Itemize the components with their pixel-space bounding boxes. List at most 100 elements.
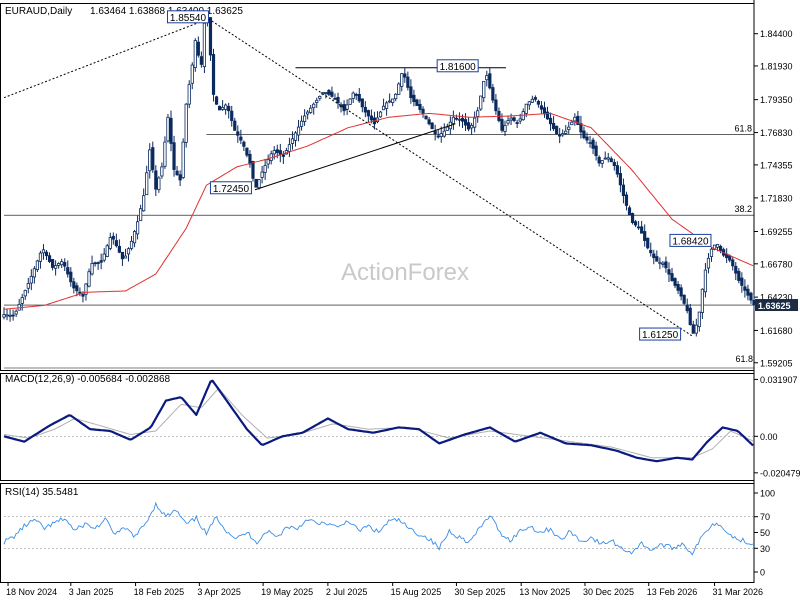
candle-body [545, 111, 550, 120]
candle-body [309, 107, 313, 113]
annotation-text: 1.85540 [170, 13, 207, 24]
candle-body [245, 147, 249, 156]
candle-body [433, 130, 437, 135]
candle-body [400, 73, 404, 87]
rsi-y-tick-label: 100 [760, 489, 775, 499]
candle-body [509, 117, 513, 121]
candle-body [105, 245, 109, 257]
candle-body [266, 159, 270, 165]
price-y-tick-label: 1.81930 [760, 61, 793, 71]
candle-body [278, 150, 282, 155]
candle-body [466, 122, 471, 130]
candle-body [597, 156, 601, 164]
candle-body [652, 253, 656, 259]
candle-body [224, 104, 228, 110]
candle-body [357, 94, 361, 102]
candle-body [126, 248, 131, 255]
panel-frame-1 [0, 3, 755, 371]
candle-body [555, 125, 559, 135]
price-y-tick-label: 1.69255 [760, 227, 793, 237]
candle-body [239, 136, 243, 141]
candle-body [35, 260, 40, 271]
rsi-y-tick-label: 70 [760, 512, 770, 522]
candle-body [339, 104, 343, 108]
trendline-dotted [3, 18, 209, 99]
candle-body [600, 160, 604, 164]
candle-body [342, 104, 346, 112]
candle-body [2, 314, 6, 318]
annotations: 1.85540 1.81600 1.72450 1.68420 1.61250 [166, 10, 712, 341]
candle-body [494, 99, 498, 112]
annotation-text: 1.81600 [440, 62, 477, 73]
candle-body [503, 125, 507, 133]
candle-body [567, 126, 571, 130]
candle-body [491, 87, 495, 101]
candle-body [630, 213, 635, 223]
candle-body [66, 267, 70, 275]
annotation-text: 1.68420 [672, 236, 709, 247]
candle-body [436, 135, 440, 138]
candle-body [108, 237, 112, 249]
candle-body [160, 166, 164, 177]
x-tick-label: 2 Jul 2025 [326, 587, 368, 597]
candle-body [330, 91, 334, 97]
candle-body [32, 268, 36, 278]
annotation-label: 1.68420 [669, 233, 712, 247]
annotation-label: 1.72450 [209, 181, 252, 195]
candle-body [381, 105, 386, 111]
annotation-box [209, 181, 252, 195]
candle-body [673, 278, 677, 286]
candle-body [8, 314, 12, 317]
candle-body [539, 105, 544, 110]
candle-body [476, 110, 480, 117]
candle-body [527, 101, 531, 106]
candle-body [217, 105, 222, 111]
x-tick-label: 15 Aug 2025 [391, 587, 442, 597]
candle-body [14, 310, 18, 315]
candle-body [54, 265, 58, 269]
x-tick-label: 18 Nov 2024 [6, 587, 57, 597]
candle-body [327, 89, 331, 95]
rsi-line [3, 501, 754, 556]
candle-body [230, 110, 234, 121]
rsi-header: RSI(14) 35.5481 [5, 487, 79, 498]
candle-body [749, 292, 753, 301]
annotation-label: 1.85540 [166, 10, 209, 24]
candle-body [184, 103, 188, 143]
candle-body [221, 107, 225, 110]
candle-body [87, 271, 91, 287]
candle-body [582, 130, 586, 139]
candle-body [287, 144, 292, 152]
candle-body [363, 106, 367, 113]
candle-body [187, 84, 191, 105]
candle-body [96, 262, 100, 264]
x-tick-label: 3 Apr 2025 [197, 587, 241, 597]
candle-body [576, 115, 580, 126]
candle-body [664, 261, 668, 269]
candle-body [515, 122, 519, 124]
annotation-label: 1.61250 [639, 327, 682, 341]
current-price-tag [755, 299, 798, 312]
candle-body [697, 311, 701, 328]
candle-body [120, 251, 125, 260]
candle-body [157, 177, 161, 191]
candle-body [166, 116, 170, 142]
candle-body [5, 314, 9, 317]
candles [2, 12, 756, 337]
candle-body [633, 221, 638, 226]
candle-body [148, 149, 152, 172]
candle-body [430, 122, 434, 130]
macd-y-tick-label: 0.00 [760, 432, 778, 442]
candle-body [612, 161, 616, 167]
x-axis: 18 Nov 2024 3 Jan 2025 18 Feb 2025 3 Apr 20… [6, 582, 763, 597]
candle-body [409, 86, 413, 99]
candle-body [637, 226, 641, 229]
candle-body [102, 253, 106, 261]
candle-body [117, 245, 121, 253]
annotation-box [436, 59, 479, 73]
candle-body [533, 97, 537, 100]
candle-body [93, 262, 97, 265]
candle-body [688, 307, 692, 326]
candle-body [196, 41, 200, 56]
